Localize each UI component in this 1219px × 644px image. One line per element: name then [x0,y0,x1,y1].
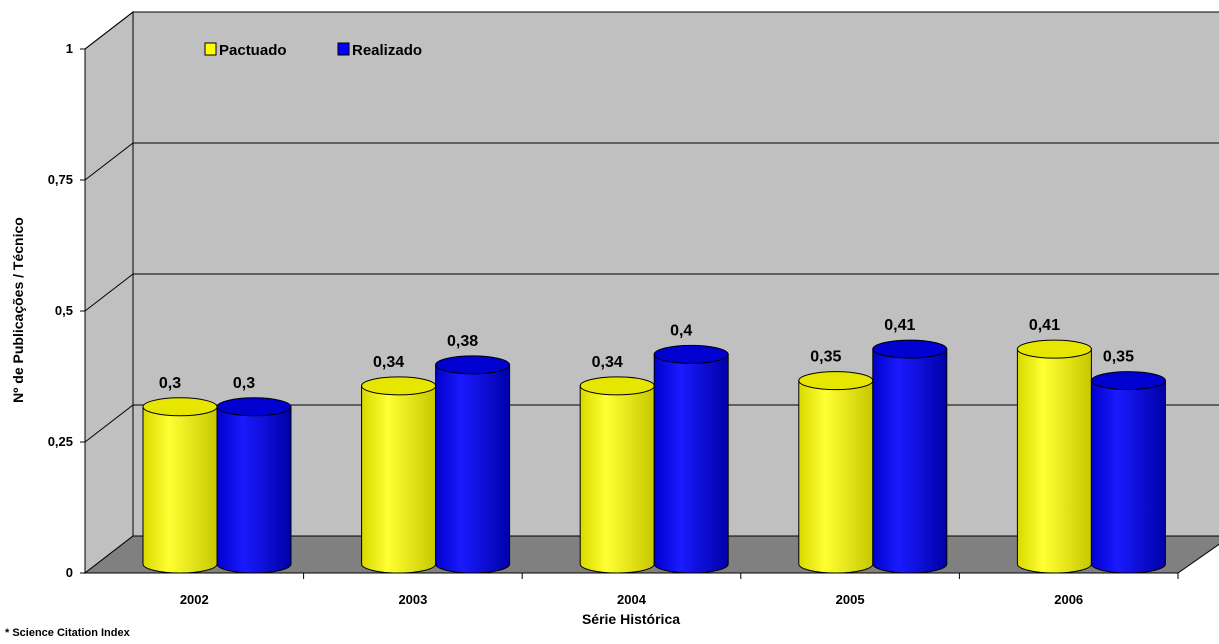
gridline-side [84,404,134,443]
bar-top [1016,339,1092,359]
gridline-side [84,11,134,50]
bar-pactuado-2004 [579,376,655,574]
data-label: 0,41 [1029,317,1060,334]
legend-swatch-pactuado [204,42,217,56]
x-tick-label: 2003 [398,592,427,607]
bar-body [872,348,948,574]
footnote: * Science Citation Index [5,627,130,639]
y-tick-label: 0,75 [48,172,73,187]
bar-pactuado-2003 [361,376,437,574]
bar-body [1090,380,1166,574]
x-tick-label: 2006 [1054,592,1083,607]
bar-realizado-2003 [435,355,511,574]
data-label: 0,41 [884,317,915,334]
bar-pactuado-2005 [798,371,874,574]
data-label: 0,35 [1103,349,1134,366]
bar-top [872,339,948,359]
gridline-side [84,142,134,181]
bar-body [1016,348,1092,574]
bar-top [579,376,655,396]
bar-top [798,371,874,391]
data-label: 0,3 [159,375,181,392]
data-label: 0,35 [810,349,841,366]
y-axis-title: Nº de Publicações / Técnico [10,217,26,403]
bar-body [435,364,511,574]
bar-top [1090,371,1166,391]
bar-top [653,344,729,364]
bar-body [361,385,437,574]
bar-top [142,397,218,417]
data-label: 0,34 [592,354,623,371]
bar-realizado-2006 [1090,371,1166,574]
bar-body [798,380,874,574]
bar-pactuado-2002 [142,397,218,574]
bar-body [142,406,218,574]
legend-label-realizado: Realizado [352,42,422,59]
bar-top [435,355,511,375]
data-label: 0,3 [233,375,255,392]
bar-body [216,406,292,574]
x-tick-label: 2005 [836,592,865,607]
bar-top [361,376,437,396]
legend-swatch-realizado [337,42,350,56]
bar-realizado-2002 [216,397,292,574]
bar-realizado-2004 [653,344,729,574]
x-tick-label: 2004 [617,592,647,607]
data-label: 0,38 [447,333,478,350]
x-axis-title: Série Histórica [582,611,680,627]
bar-body [653,353,729,574]
y-tick-label: 0 [66,565,73,580]
gridline-side [84,273,134,312]
x-tick-label: 2002 [180,592,209,607]
bar-body [579,385,655,574]
y-tick-label: 1 [66,41,73,56]
y-tick-label: 0,5 [55,303,73,318]
bar-top [216,397,292,417]
bar-pactuado-2006 [1016,339,1092,574]
y-tick-label: 0,25 [48,434,73,449]
data-label: 0,4 [670,322,692,339]
data-label: 0,34 [373,354,404,371]
legend-label-pactuado: Pactuado [219,42,287,59]
bar-realizado-2005 [872,339,948,574]
